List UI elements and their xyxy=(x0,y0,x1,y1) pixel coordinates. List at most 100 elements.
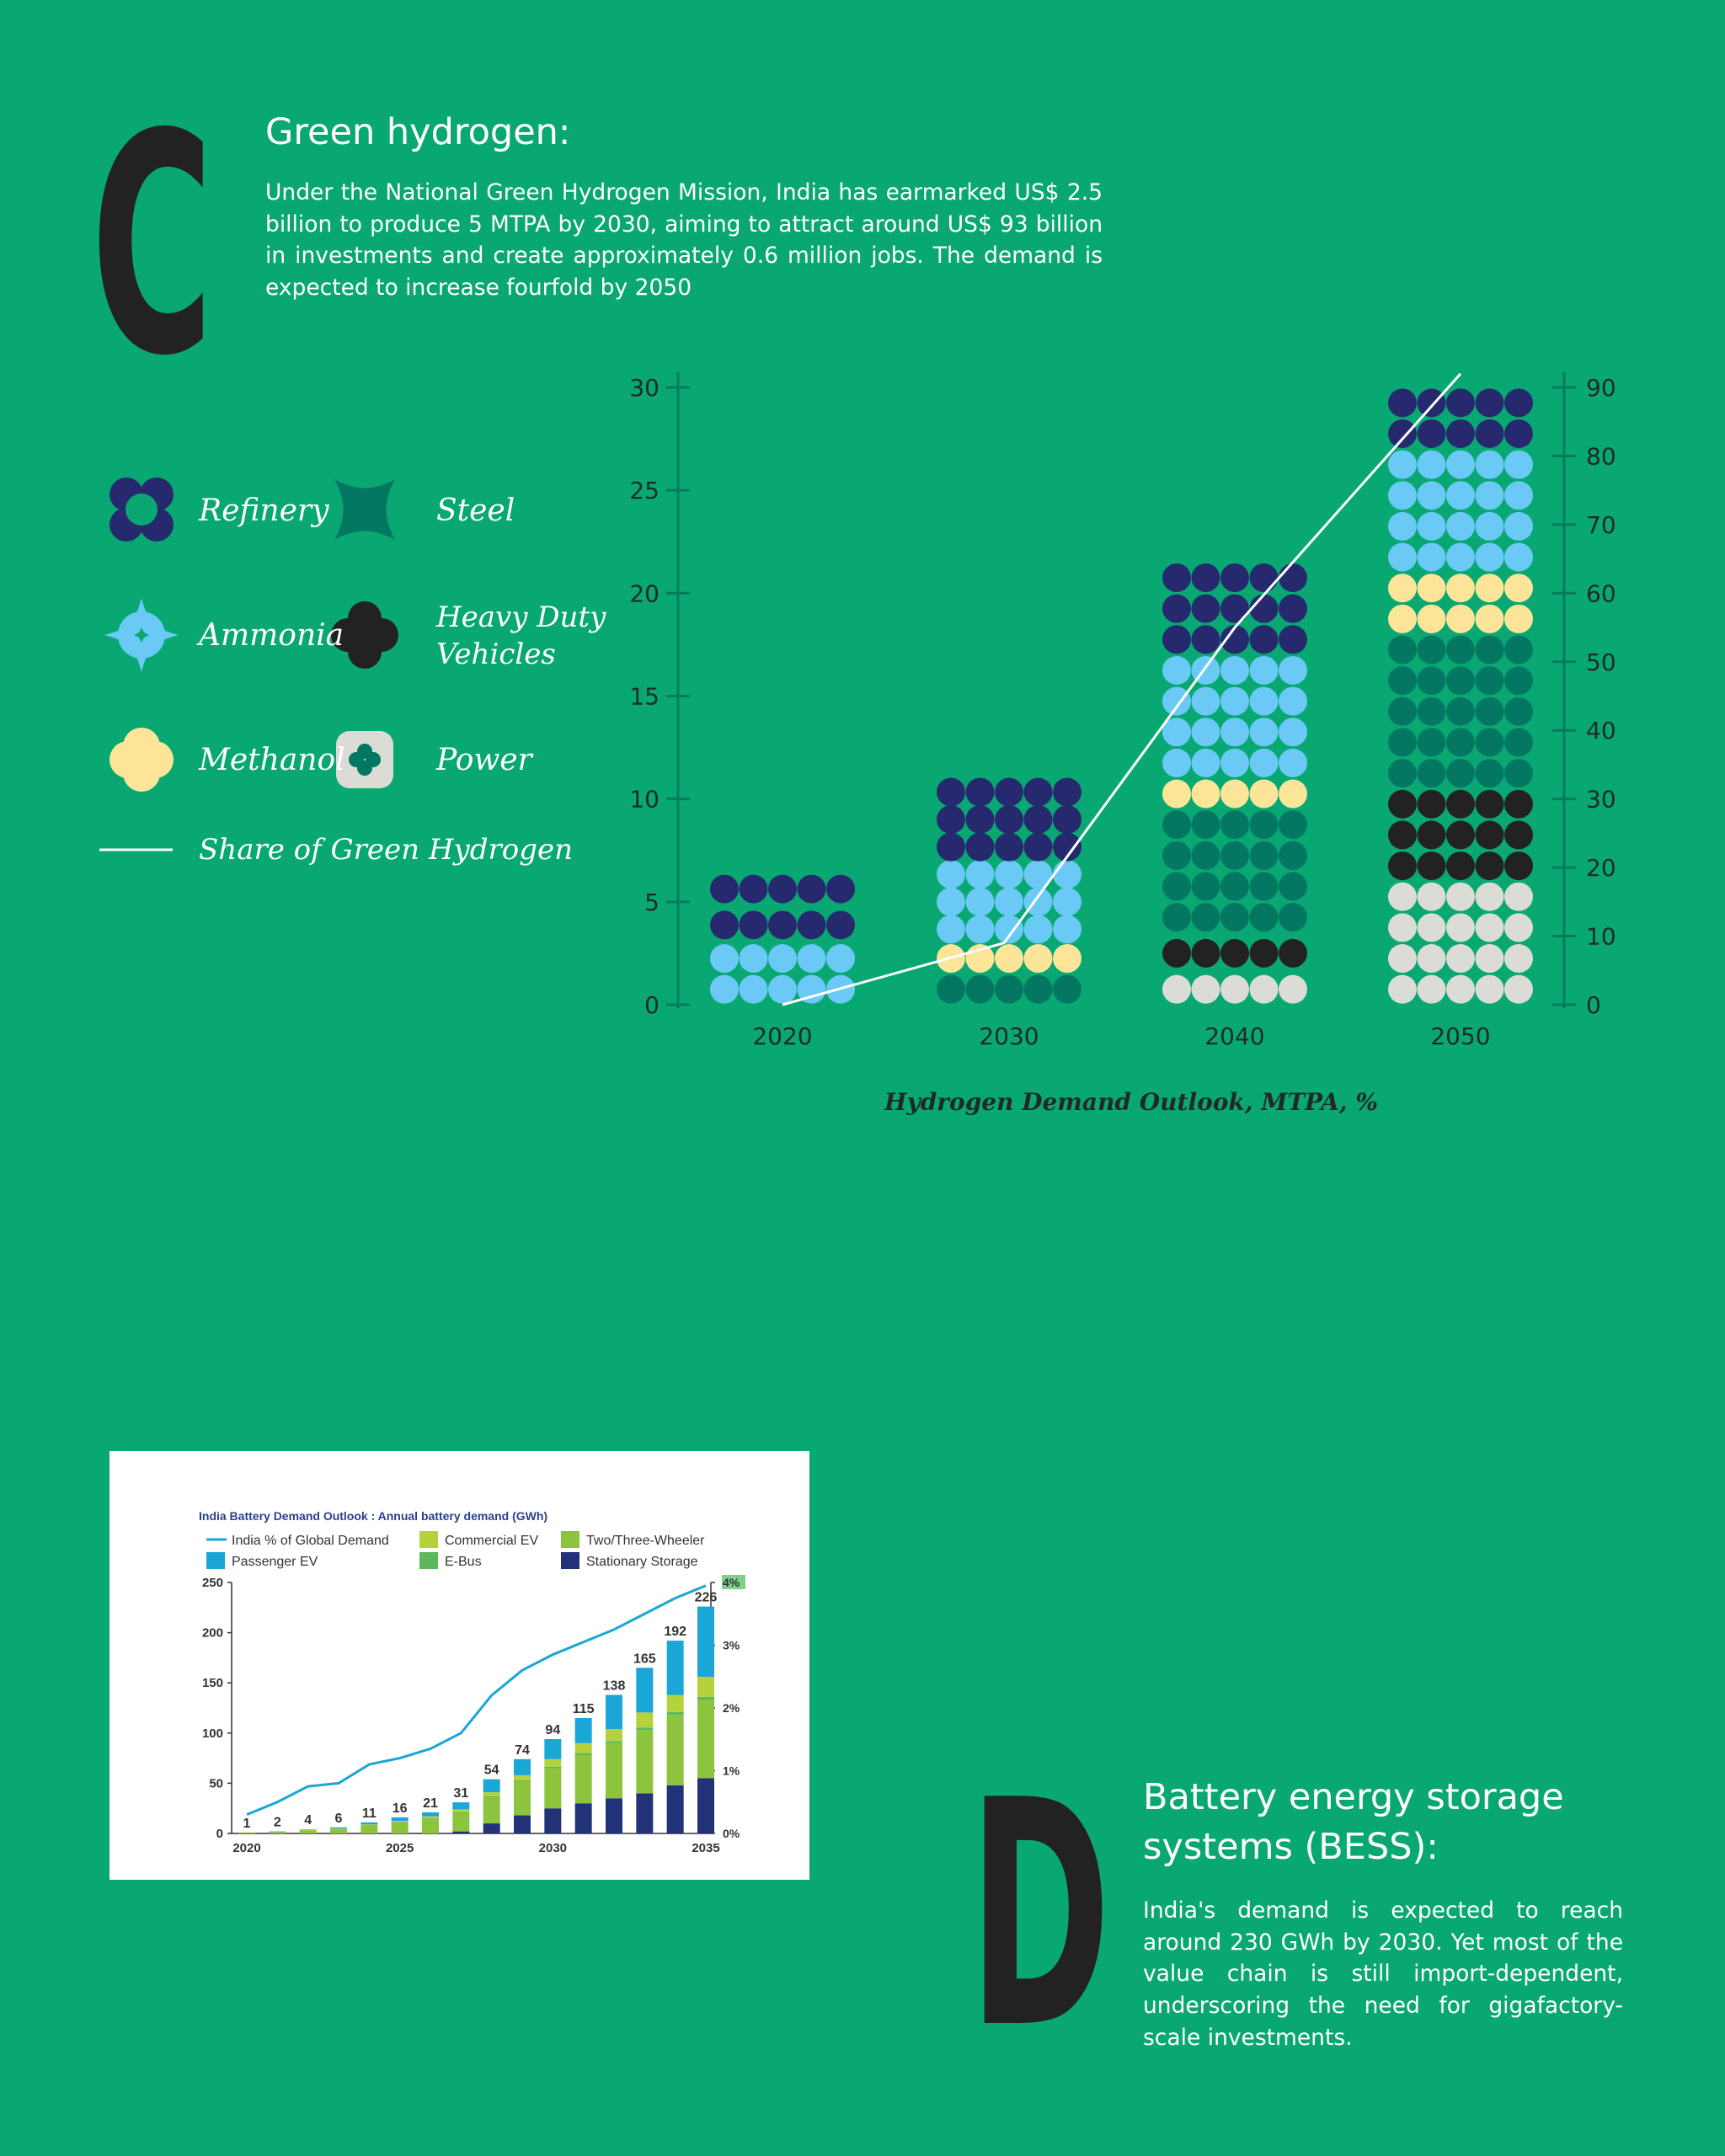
h2-x-tick-label: 2050 xyxy=(1430,1022,1490,1050)
bat-bar-segment-passenger-ev xyxy=(452,1802,470,1810)
bat-legend-label: Two/Three-Wheeler xyxy=(586,1534,705,1548)
h2-dot xyxy=(797,910,826,940)
refinery-icon xyxy=(109,478,174,542)
bat-bar-segment-e-bus xyxy=(666,1711,684,1716)
h2-bar-segment-heavy-duty-vehicles xyxy=(1388,789,1533,881)
h2-dot xyxy=(1220,686,1249,716)
h2-dot xyxy=(1279,655,1307,685)
h2-bar-segment-refinery xyxy=(710,874,855,940)
h2-dot xyxy=(1475,696,1504,726)
battery-demand-chart-panel: India Battery Demand Outlook : Annual ba… xyxy=(109,1451,809,1880)
h2-dot xyxy=(1446,913,1475,942)
h2-dot xyxy=(768,944,797,974)
h2-dot xyxy=(1249,625,1279,654)
h2-dot xyxy=(1446,974,1475,1004)
h2-dot xyxy=(1388,419,1417,448)
bat-bar-segment-commercial-ev xyxy=(636,1712,654,1728)
bat-legend-label: Passenger EV xyxy=(232,1555,318,1569)
h2-dot xyxy=(1220,718,1249,747)
h2-bar-segment-heavy-duty-vehicles xyxy=(1162,938,1307,968)
bat-bar-segment-passenger-ev xyxy=(666,1641,684,1695)
h2-dot xyxy=(1279,974,1307,1004)
h2-dot xyxy=(826,910,855,940)
h2-dot xyxy=(1504,419,1533,448)
h2-dot xyxy=(1417,728,1446,757)
h2-dot xyxy=(1417,974,1446,1004)
h2-dot xyxy=(1446,635,1475,664)
h2-dot xyxy=(1446,944,1475,974)
h2-dot xyxy=(739,944,768,974)
bat-total-label: 21 xyxy=(423,1796,438,1811)
bat-legend-label: India % of Global Demand xyxy=(232,1534,389,1548)
h2-dot xyxy=(1191,872,1220,901)
h2-dot xyxy=(995,915,1023,944)
bat-bar-segment-commercial-ev xyxy=(483,1792,500,1796)
h2-dot xyxy=(1388,851,1417,881)
bat-legend-swatch xyxy=(561,1552,579,1569)
h2-dot xyxy=(1162,872,1191,901)
h2-dot xyxy=(1475,604,1504,633)
h2-dot xyxy=(1446,419,1475,448)
bat-bar-segment-two-three-wheeler xyxy=(697,1700,714,1779)
h2-dot xyxy=(1249,779,1279,808)
bat-x-tick-label: 2025 xyxy=(386,1841,414,1855)
bat-bar-segment-e-bus xyxy=(514,1780,531,1782)
bat-bar-segment-e-bus xyxy=(574,1753,592,1756)
bat-bar-segment-passenger-ev xyxy=(606,1694,622,1730)
h2-dot xyxy=(826,874,855,904)
h2-dot xyxy=(1417,604,1446,633)
h2-right-tick-label: 80 xyxy=(1586,442,1616,470)
bat-bar-segment-stationary-storage xyxy=(636,1793,654,1833)
bat-bar-segment-commercial-ev xyxy=(574,1742,592,1753)
h2-dot xyxy=(995,887,1023,916)
h2-dot xyxy=(1388,944,1417,974)
h2-dot xyxy=(1446,728,1475,757)
h2-dot xyxy=(1162,594,1191,623)
h2-chart-title: Hydrogen Demand Outlook, MTPA, % xyxy=(884,1088,1378,1116)
h2-dot xyxy=(1023,860,1053,889)
h2-dot xyxy=(768,874,797,904)
bat-bar-segment-commercial-ev xyxy=(697,1677,714,1697)
bat-total-label: 115 xyxy=(573,1702,595,1716)
bat-bar-segment-e-bus xyxy=(360,1825,378,1827)
h2-dot xyxy=(1249,563,1279,593)
h2-dot xyxy=(1162,625,1191,654)
h2-dot xyxy=(965,832,995,862)
bat-bar-segment-stationary-storage xyxy=(483,1823,500,1833)
h2-dot xyxy=(1504,604,1533,633)
h2-dot xyxy=(1162,779,1191,808)
h2-dot xyxy=(1162,748,1191,777)
h2-dot xyxy=(1475,851,1504,881)
h2-dot xyxy=(965,777,995,807)
h2-dot xyxy=(1053,777,1081,807)
h2-dot xyxy=(768,910,797,940)
h2-dot xyxy=(1504,789,1533,819)
h2-dot xyxy=(1249,872,1279,901)
h2-dot xyxy=(797,944,826,974)
h2-dot xyxy=(1417,696,1446,726)
h2-dot xyxy=(1446,450,1475,479)
h2-dot xyxy=(937,832,965,862)
h2-dot xyxy=(1220,903,1249,932)
bat-bar-segment-commercial-ev xyxy=(514,1774,531,1780)
h2-right-tick-label: 70 xyxy=(1586,511,1616,539)
h2-dot xyxy=(1191,810,1220,840)
h2-right-tick-label: 40 xyxy=(1586,717,1616,744)
h2-bar-segment-methanol xyxy=(1162,779,1307,808)
h2-right-tick-label: 50 xyxy=(1586,648,1616,676)
h2-dot xyxy=(1220,872,1249,901)
h2-dot xyxy=(1417,882,1446,911)
bat-total-label: 54 xyxy=(484,1764,499,1778)
h2-dot xyxy=(1191,718,1220,747)
bat-left-tick-label: 200 xyxy=(202,1626,223,1641)
h2-dot xyxy=(1162,655,1191,685)
h2-dot xyxy=(1417,851,1446,881)
bat-x-tick-label: 2035 xyxy=(692,1841,719,1855)
h2-dot xyxy=(1220,779,1249,808)
h2-dot xyxy=(739,974,768,1004)
bat-legend-swatch xyxy=(206,1552,225,1569)
bat-share-line xyxy=(246,1584,707,1817)
h2-dot xyxy=(1191,686,1220,716)
bat-bar-segment-passenger-ev xyxy=(574,1717,592,1743)
bat-bar-segment-two-three-wheeler xyxy=(452,1813,470,1832)
